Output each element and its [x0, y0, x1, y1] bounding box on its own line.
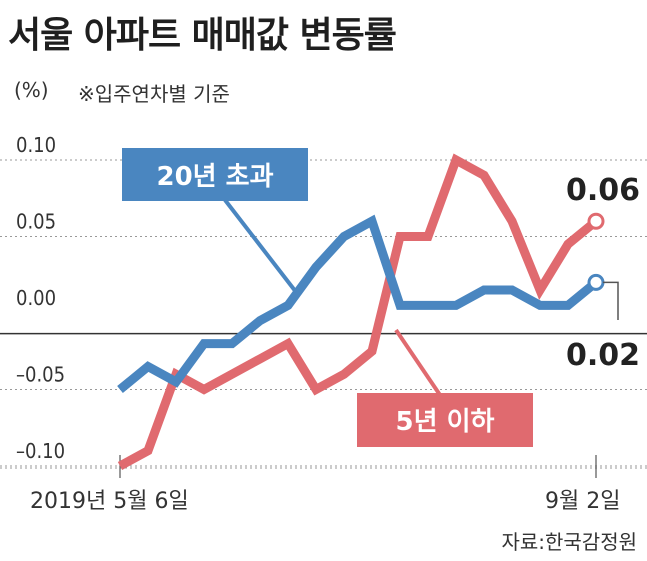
x-tick-label: 9월 2일: [545, 489, 620, 514]
series-line: [117, 153, 599, 470]
end-marker: [587, 212, 605, 230]
callout-pointer: [394, 328, 442, 397]
y-tick-label: 0.00: [16, 286, 56, 310]
end-value-label: 0.06: [566, 173, 640, 208]
y-tick-label: –0.10: [16, 439, 65, 463]
end-value-label: 0.02: [566, 338, 640, 373]
x-tick-label: 2019년 5월 6일: [30, 489, 189, 514]
source-credit: 자료:한국감정원: [501, 530, 637, 554]
series-name-label: 5년 이하: [396, 407, 495, 437]
series-name-label: 20년 초과: [157, 162, 274, 192]
chart-title: 서울 아파트 매매값 변동률: [8, 15, 397, 56]
chart-note: ※입주연차별 기준: [78, 82, 230, 106]
series-name-box: [122, 148, 308, 201]
series-line: [117, 214, 599, 393]
y-axis-unit: (%): [14, 78, 49, 102]
y-tick-label: 0.05: [16, 210, 56, 234]
leader-line: [603, 281, 619, 320]
callout-pointer: [223, 198, 298, 294]
series-name-box: [357, 393, 533, 447]
y-tick-label: –0.05: [16, 363, 65, 387]
end-marker: [587, 273, 605, 291]
y-tick-label: 0.10: [16, 133, 56, 157]
